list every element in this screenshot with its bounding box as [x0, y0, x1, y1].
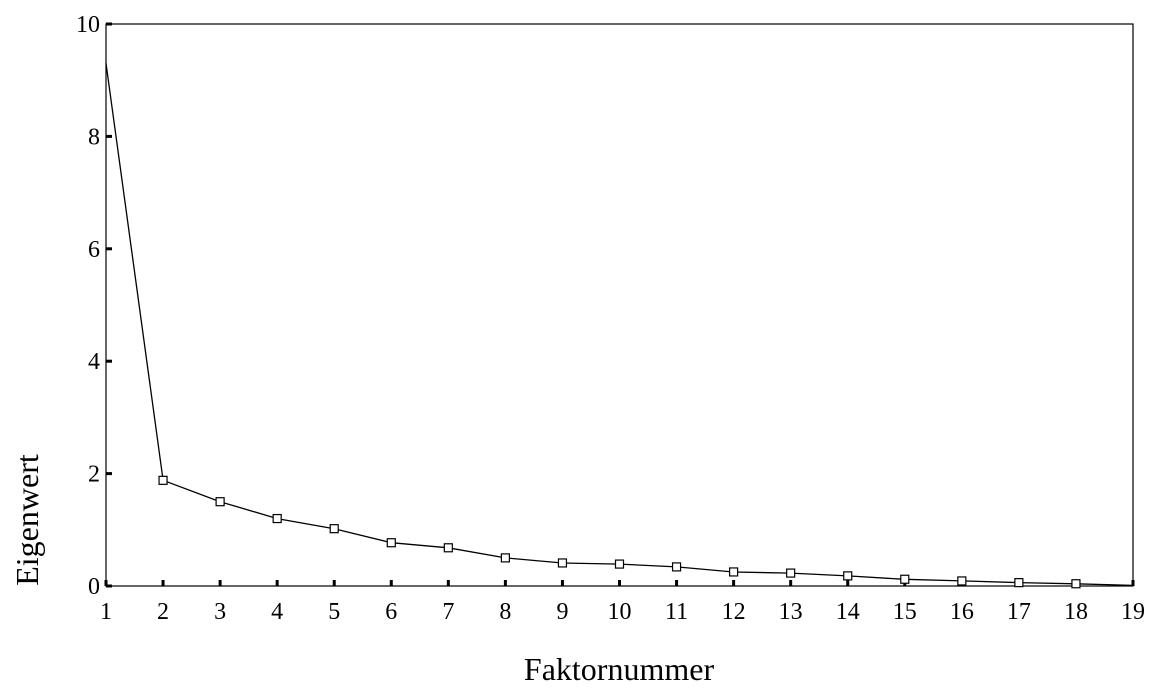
x-tick-label: 13: [779, 599, 803, 625]
x-tick-label: 4: [271, 599, 283, 625]
data-point-marker: [900, 574, 910, 584]
y-tick-label: 4: [88, 349, 100, 375]
x-axis-tick-labels: 1 2 3 4 5 6 7 8 9 10 11 12 13 14 15 16 17 18 19: [100, 599, 1145, 625]
data-point-marker: [671, 562, 682, 572]
data-point-marker: [272, 513, 282, 524]
series-line: [105, 63, 1134, 587]
x-tick-label: 2: [157, 599, 169, 625]
y-tick-label: 6: [88, 237, 100, 263]
data-point-marker: [786, 568, 796, 578]
data-point-marker: [158, 475, 168, 485]
y-axis-ticks: [106, 22, 112, 588]
data-point-marker: [329, 524, 339, 534]
x-tick-label: 19: [1121, 599, 1145, 625]
data-point-marker: [957, 576, 967, 586]
x-tick-label: 11: [665, 599, 688, 625]
data-point-marker: [1071, 579, 1081, 589]
x-tick-label: 8: [499, 599, 511, 625]
data-point-marker: [843, 571, 853, 581]
x-tick-label: 3: [214, 599, 226, 625]
data-point-marker: [215, 497, 225, 507]
y-tick-label: 8: [88, 124, 100, 150]
x-tick-label: 7: [442, 599, 454, 625]
y-axis-title: Eigenwert: [9, 454, 45, 586]
data-point-marker: [443, 543, 453, 553]
data-point-marker: [386, 538, 396, 548]
y-tick-label: 0: [88, 574, 100, 600]
data-point-marker: [614, 559, 625, 569]
x-tick-label: 9: [556, 599, 568, 625]
series-lines: [105, 63, 1134, 587]
data-point-marker: [1014, 578, 1024, 588]
x-tick-label: 14: [836, 599, 860, 625]
x-tick-label: 17: [1007, 599, 1031, 625]
x-tick-label: 5: [328, 599, 340, 625]
x-tick-label: 12: [722, 599, 746, 625]
y-tick-label: 10: [76, 12, 100, 38]
y-tick-label: 2: [88, 462, 100, 488]
x-axis-title: Faktornummer: [524, 651, 715, 687]
y-axis-tick-labels: 0 2 4 6 8 10: [76, 12, 100, 600]
x-tick-label: 18: [1064, 599, 1088, 625]
data-point-marker: [557, 558, 568, 568]
data-point-marker: [729, 567, 739, 577]
x-tick-label: 1: [100, 599, 112, 625]
x-tick-label: 6: [385, 599, 397, 625]
data-point-marker: [500, 553, 510, 563]
x-tick-label: 10: [608, 599, 632, 625]
x-tick-label: 15: [893, 599, 917, 625]
plot-area-frame: [105, 23, 1134, 587]
series-markers: [158, 475, 1081, 589]
x-tick-label: 16: [950, 599, 974, 625]
